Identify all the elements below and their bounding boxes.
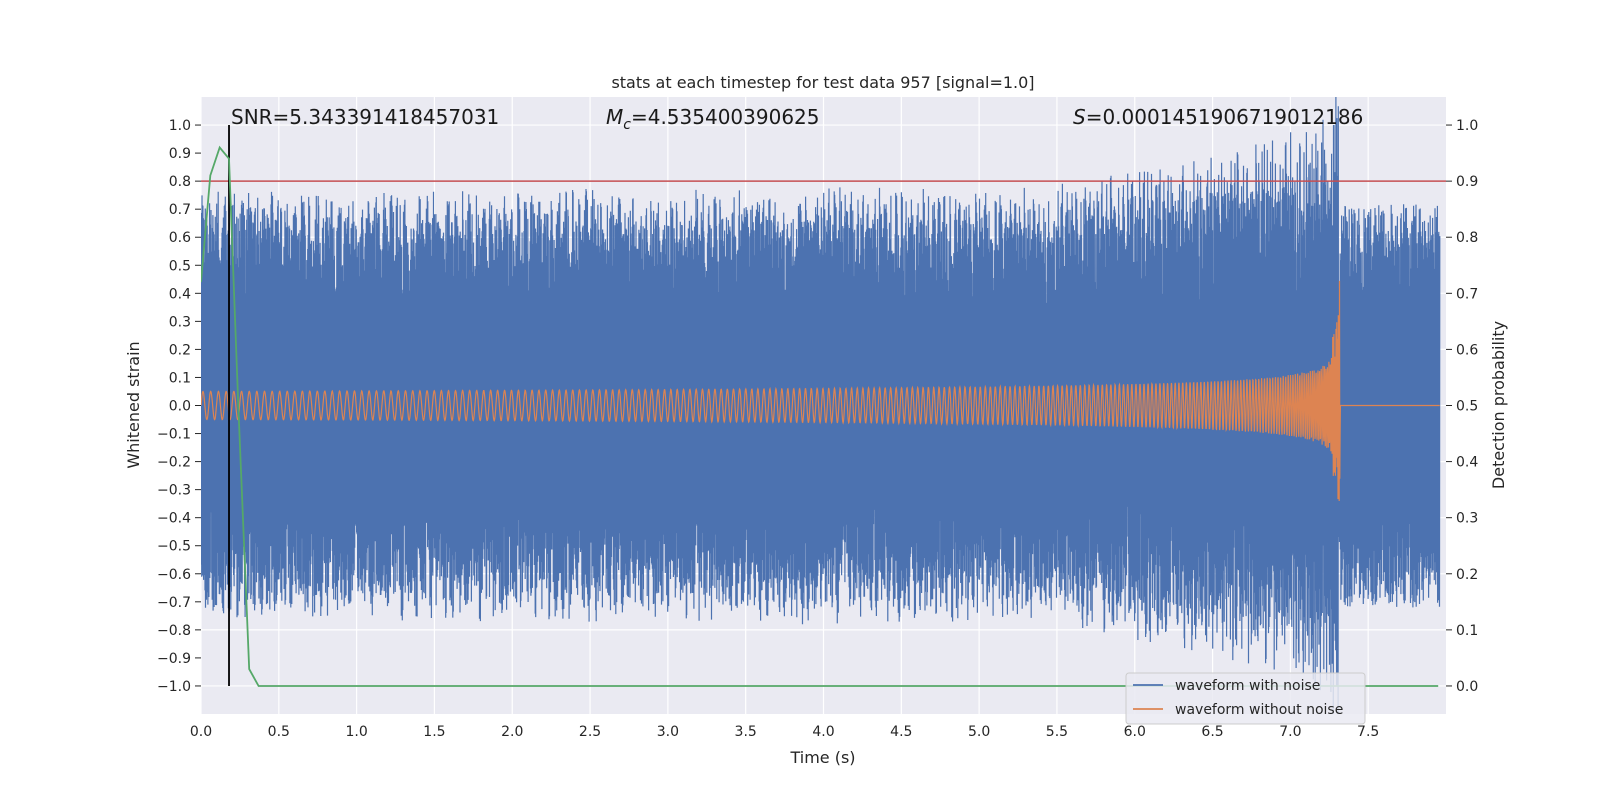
y-tick-label: 0.9: [169, 146, 191, 162]
x-tick-label: 7.5: [1357, 724, 1379, 740]
y-tick-label: 0.5: [169, 258, 191, 274]
x-tick-label: 6.0: [1124, 724, 1146, 740]
y-tick-label: −0.4: [157, 511, 191, 527]
x-tick-label: 4.0: [812, 724, 834, 740]
y-right-tick-label: 0.6: [1456, 342, 1478, 358]
chirp-mass-annotation: Mc=4.535400390625: [606, 105, 820, 133]
x-tick-label: 7.0: [1279, 724, 1301, 740]
y-right-tick-label: 0.5: [1456, 399, 1478, 415]
y-tick-label: −0.6: [157, 567, 191, 583]
snr-annotation: SNR=5.343391418457031: [231, 105, 499, 129]
y-right-tick-label: 0.9: [1456, 174, 1478, 190]
x-tick-label: 5.0: [968, 724, 990, 740]
legend-label-waveform-without-noise: waveform without noise: [1175, 702, 1343, 718]
y-tick-label: −0.2: [157, 455, 191, 471]
y-tick-label: 0.2: [169, 342, 191, 358]
y-right-tick-label: 0.0: [1456, 679, 1478, 695]
x-tick-label: 6.5: [1201, 724, 1223, 740]
y-right-tick-label: 0.8: [1456, 230, 1478, 246]
s-symbol: S: [1073, 105, 1086, 129]
legend-box: [1125, 672, 1366, 725]
legend-label-waveform-with-noise: waveform with noise: [1175, 678, 1320, 694]
x-tick-label: 1.5: [423, 724, 445, 740]
y-tick-label: 0.3: [169, 314, 191, 330]
y-tick-label: −0.7: [157, 595, 191, 611]
y-tick-label: −0.8: [157, 623, 191, 639]
y-right-axis-ticks: 1.0 0.9 0.8 0.7 0.6 0.5 0.4 0.3 0.2 0.1 0.0: [1446, 118, 1478, 695]
x-tick-label: 3.0: [657, 724, 679, 740]
x-tick-label: 0.5: [268, 724, 290, 740]
y-tick-label: 0.0: [169, 399, 191, 415]
y-tick-label: 0.4: [169, 286, 191, 302]
y-tick-label: 0.1: [169, 370, 191, 386]
x-axis-ticks: 0.0 0.5 1.0 1.5 2.0 2.5 3.0 3.5 4.0 4.5 5.0 5.5 6.0 6…: [190, 724, 1379, 740]
chirp-mass-symbol: M: [606, 105, 623, 129]
x-tick-label: 5.5: [1046, 724, 1068, 740]
series-waveform-without-noise: [201, 280, 1440, 502]
x-tick-label: 4.5: [890, 724, 912, 740]
y-right-tick-label: 0.3: [1456, 511, 1478, 527]
y-right-tick-label: 1.0: [1456, 118, 1478, 134]
y-tick-label: −1.0: [157, 679, 191, 695]
y-right-tick-label: 0.4: [1456, 455, 1478, 471]
x-tick-label: 2.5: [579, 724, 601, 740]
y-tick-label: 0.8: [169, 174, 191, 190]
x-tick-label: 1.0: [345, 724, 367, 740]
y-tick-label: −0.1: [157, 427, 191, 443]
x-tick-label: 2.0: [501, 724, 523, 740]
legend: waveform with noise waveform without noi…: [1125, 672, 1366, 725]
series-waveform-with-noise: [201, 97, 1441, 714]
y-tick-label: −0.5: [157, 539, 191, 555]
y-tick-label: 1.0: [169, 118, 191, 134]
x-tick-label: 0.0: [190, 724, 212, 740]
y-right-tick-label: 0.1: [1456, 623, 1478, 639]
series-detection-probability: [201, 145, 1439, 687]
s-value: =0.0001451906719012186: [1086, 105, 1364, 129]
x-tick-label: 3.5: [735, 724, 757, 740]
y-tick-label: −0.9: [157, 651, 191, 667]
chart-title: stats at each timestep for test data 957…: [611, 73, 1034, 92]
x-axis-label: Time (s): [789, 748, 855, 767]
y-axis-ticks: 1.0 0.9 0.8 0.7 0.6 0.5 0.4 0.3 0.2 0.1 0.0 −0.1 −0.…: [157, 118, 201, 695]
chirp-mass-subscript: c: [623, 117, 631, 133]
y-tick-label: 0.7: [169, 202, 191, 218]
y-axis-label: Whitened strain: [124, 341, 143, 468]
series-area: [201, 97, 1446, 714]
y-right-axis-label: Detection probability: [1489, 321, 1508, 489]
y-tick-label: 0.6: [169, 230, 191, 246]
y-right-tick-label: 0.7: [1456, 286, 1478, 302]
chirp-mass-value: =4.535400390625: [631, 105, 820, 129]
s-annotation: S=0.0001451906719012186: [1073, 105, 1363, 129]
y-tick-label: −0.3: [157, 483, 191, 499]
y-right-tick-label: 0.2: [1456, 567, 1478, 583]
